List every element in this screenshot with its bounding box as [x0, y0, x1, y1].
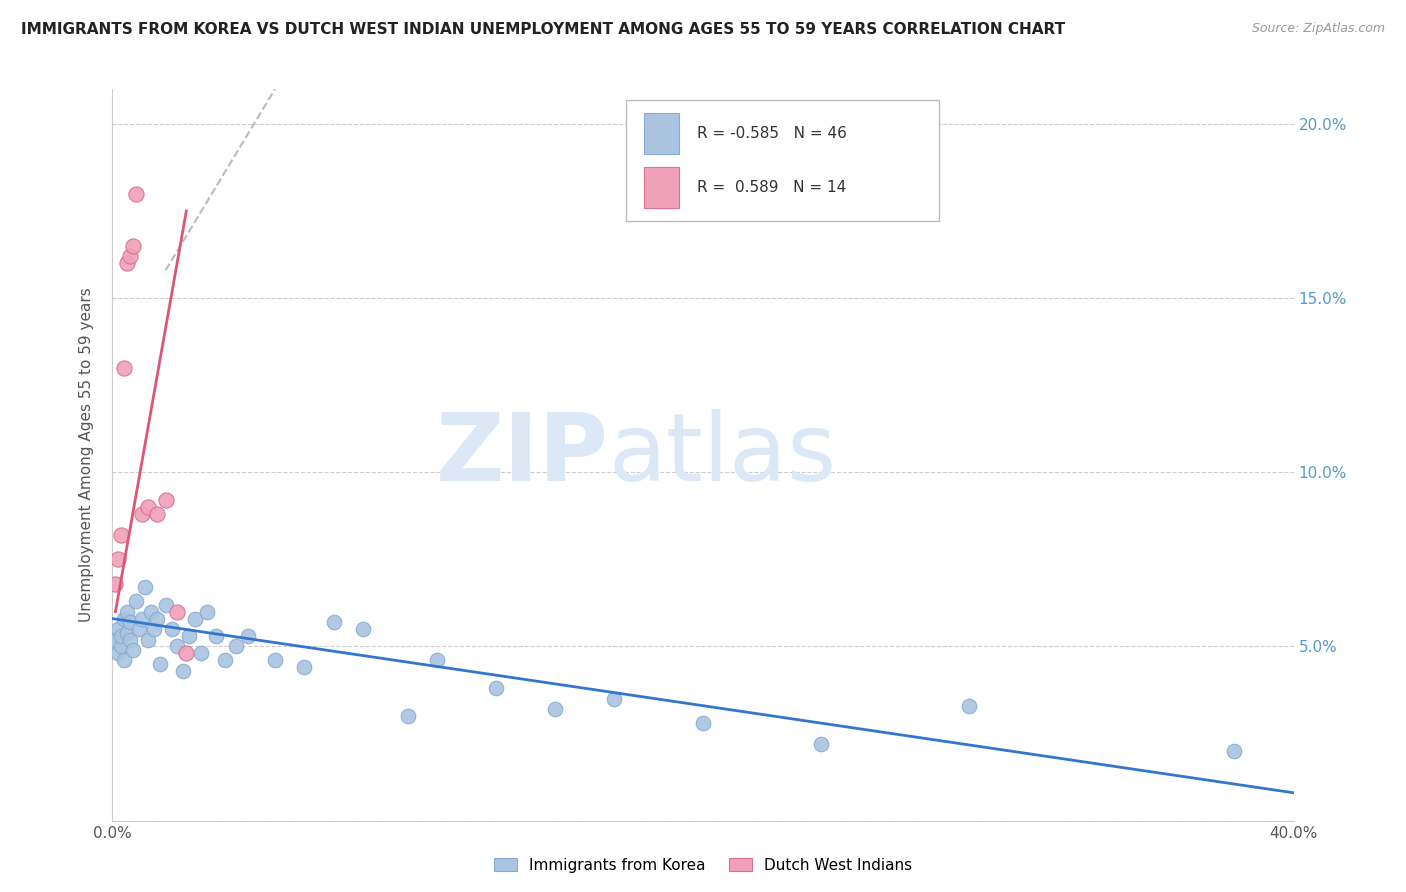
- Point: [205, 629, 228, 643]
- Point: [104, 576, 127, 591]
- Point: [225, 640, 247, 654]
- Point: [134, 580, 156, 594]
- Bar: [644, 168, 679, 208]
- Point: [139, 605, 162, 619]
- Text: IMMIGRANTS FROM KOREA VS DUTCH WEST INDIAN UNEMPLOYMENT AMONG AGES 55 TO 59 YEAR: IMMIGRANTS FROM KOREA VS DUTCH WEST INDI…: [21, 22, 1066, 37]
- Point: [692, 716, 714, 731]
- Text: atlas: atlas: [609, 409, 837, 501]
- Point: [120, 632, 142, 647]
- Point: [214, 653, 236, 667]
- Point: [603, 691, 626, 706]
- Point: [1223, 744, 1246, 758]
- Point: [107, 622, 129, 636]
- Point: [112, 612, 135, 626]
- Point: [190, 647, 212, 661]
- Point: [238, 629, 260, 643]
- Y-axis label: Unemployment Among Ages 55 to 59 years: Unemployment Among Ages 55 to 59 years: [79, 287, 94, 623]
- Point: [110, 528, 132, 542]
- Point: [264, 653, 287, 667]
- Point: [131, 612, 153, 626]
- Point: [110, 640, 132, 654]
- Point: [122, 643, 145, 657]
- Legend: Immigrants from Korea, Dutch West Indians: Immigrants from Korea, Dutch West Indian…: [488, 852, 918, 879]
- Point: [146, 612, 169, 626]
- Point: [195, 605, 218, 619]
- Point: [112, 360, 135, 375]
- Point: [292, 660, 315, 674]
- Point: [184, 612, 207, 626]
- Point: [155, 493, 177, 508]
- Point: [142, 622, 165, 636]
- Point: [131, 507, 153, 521]
- Bar: [644, 113, 679, 153]
- Point: [120, 615, 142, 629]
- Point: [485, 681, 508, 696]
- Point: [107, 647, 129, 661]
- Point: [122, 239, 145, 253]
- Text: ZIP: ZIP: [436, 409, 609, 501]
- Text: R = -0.585   N = 46: R = -0.585 N = 46: [697, 126, 846, 141]
- Point: [172, 664, 194, 678]
- Point: [104, 632, 127, 647]
- Point: [125, 186, 148, 201]
- Text: Source: ZipAtlas.com: Source: ZipAtlas.com: [1251, 22, 1385, 36]
- Point: [352, 622, 374, 636]
- Point: [117, 256, 138, 270]
- Point: [396, 709, 419, 723]
- Point: [146, 507, 169, 521]
- Point: [107, 552, 129, 566]
- Point: [120, 249, 142, 263]
- Point: [136, 632, 159, 647]
- Point: [110, 629, 132, 643]
- Point: [117, 625, 138, 640]
- Point: [117, 605, 138, 619]
- Point: [128, 622, 150, 636]
- Point: [112, 653, 135, 667]
- Point: [155, 598, 177, 612]
- Point: [957, 698, 980, 713]
- Point: [323, 615, 346, 629]
- Point: [149, 657, 172, 671]
- Point: [179, 629, 201, 643]
- Point: [426, 653, 449, 667]
- Point: [810, 737, 832, 751]
- Point: [125, 594, 148, 608]
- Point: [166, 605, 188, 619]
- Point: [136, 500, 159, 515]
- Point: [160, 622, 183, 636]
- Point: [166, 640, 188, 654]
- Text: R =  0.589   N = 14: R = 0.589 N = 14: [697, 180, 846, 195]
- Point: [544, 702, 567, 716]
- FancyBboxPatch shape: [626, 100, 939, 221]
- Point: [174, 647, 197, 661]
